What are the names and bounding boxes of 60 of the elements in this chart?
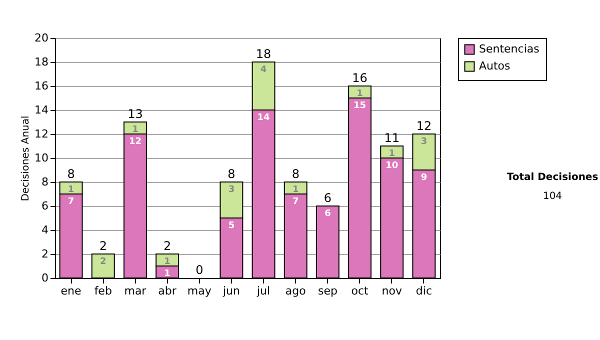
x-tick-label: sep [318,284,338,298]
data-label: 1 [356,89,363,99]
data-label: 10 [386,161,398,171]
data-label: 4 [260,65,267,75]
legend-label: Autos [479,60,511,72]
data-label: 15 [354,101,366,111]
data-label: 7 [68,197,74,207]
y-tick-label: 12 [34,128,48,140]
y-tick-label: 0 [42,272,48,284]
y-tick-label: 8 [42,176,48,188]
data-label: 1 [292,185,299,195]
x-tick-label: oct [351,284,370,298]
y-axis-title: Decisiones Anual [20,116,32,202]
y-tick-label: 6 [42,200,48,212]
data-label: 6 [324,209,331,219]
total-label: 0 [196,263,204,277]
x-tick-label: mar [124,284,147,298]
total-label: 11 [384,131,400,145]
data-label: 12 [128,137,142,147]
total-label: 13 [128,107,143,121]
data-label: 14 [257,113,270,123]
total-label: 8 [292,167,300,181]
data-label: 9 [420,173,428,183]
total-label: 18 [256,47,272,61]
data-label: 1 [132,125,138,135]
text: Total Decisiones [506,172,600,183]
data-label: 1 [68,185,74,195]
y-tick-label: 16 [34,80,48,92]
data-label: 3 [420,137,428,147]
total-label: 12 [416,119,432,133]
x-tick-label: feb [94,284,112,298]
x-tick-label: abr [158,284,177,298]
total-label: 8 [228,167,236,181]
data-label: 1 [164,257,170,267]
data-label: 1 [164,269,170,279]
x-tick-label: dic [416,284,432,298]
y-tick-label: 4 [42,224,48,236]
text: 104 [542,191,564,202]
y-tick-label: 18 [34,56,48,68]
x-tick-label: ago [285,284,306,298]
data-label: 7 [292,197,299,207]
data-label: 2 [100,257,106,267]
x-tick-label: jun [222,284,240,298]
legend-label: Sentencias [479,42,540,56]
total-label: 6 [324,191,332,205]
total-label: 2 [163,239,172,253]
total-label: 16 [352,71,368,85]
x-tick-label: jul [256,284,270,298]
data-label: 5 [228,221,235,231]
x-tick-label: nov [382,284,402,298]
y-tick-label: 20 [34,32,48,44]
y-tick-label: 14 [34,104,48,116]
total-label: 2 [99,239,107,253]
y-tick-label: 10 [34,152,48,164]
data-label: 1 [388,149,396,159]
x-tick-label: may [187,284,212,298]
data-label: 3 [228,185,235,195]
total-label: 8 [67,167,75,181]
x-tick-label: ene [60,284,82,298]
y-tick-label: 2 [42,248,48,260]
